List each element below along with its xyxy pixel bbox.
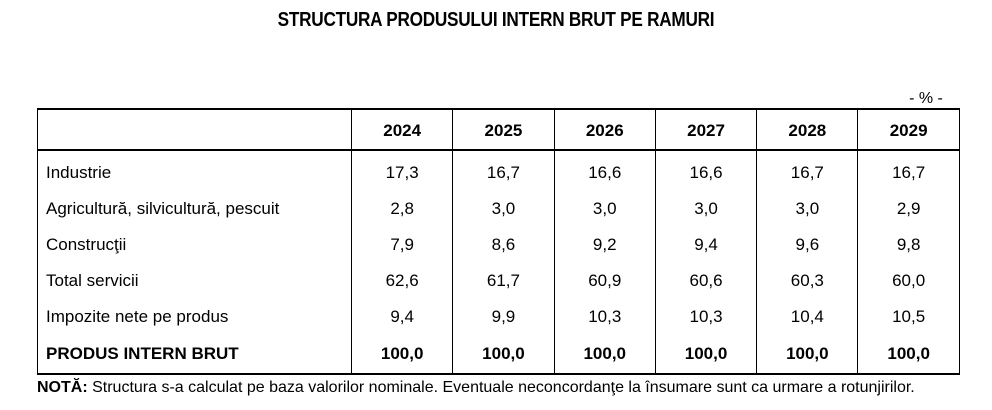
row-label: Construcţii — [37, 227, 352, 263]
table-cell: 9,8 — [857, 227, 960, 263]
table-cell: 10,5 — [857, 299, 960, 335]
table-row: Construcţii 7,9 8,6 9,2 9,4 9,6 9,8 — [37, 227, 960, 263]
table-cell: 3,0 — [553, 191, 656, 227]
footnote: NOTĂ: Structura s-a calculat pe baza val… — [37, 379, 915, 397]
table-cell: 60,6 — [654, 263, 758, 299]
table-cell: 8,6 — [452, 227, 555, 263]
gdp-structure-table: 2024 2025 2026 2027 2028 2029 Industrie … — [37, 108, 960, 375]
table-cell: 16,6 — [553, 150, 656, 191]
page-title: STRUCTURA PRODUSULUI INTERN BRUT PE RAMU… — [277, 9, 715, 31]
table-cell: 9,2 — [553, 227, 656, 263]
total-cell: 100,0 — [452, 335, 555, 375]
table-cell: 10,3 — [654, 299, 758, 335]
total-cell: 100,0 — [857, 335, 960, 375]
table-cell: 16,7 — [857, 150, 960, 191]
table-cell: 9,9 — [452, 299, 555, 335]
table-cell: 3,0 — [452, 191, 555, 227]
footnote-heading: NOTĂ: — [37, 379, 88, 396]
table-cell: 3,0 — [756, 191, 859, 227]
table-cell: 9,6 — [756, 227, 859, 263]
table-cell: 7,9 — [350, 227, 454, 263]
row-label: Impozite nete pe produs — [37, 299, 352, 335]
table-row: Total servicii 62,6 61,7 60,9 60,6 60,3 … — [37, 263, 960, 299]
total-row: PRODUS INTERN BRUT 100,0 100,0 100,0 100… — [37, 335, 960, 375]
table-row: Agricultură, silvicultură, pescuit 2,8 3… — [37, 191, 960, 227]
table-cell: 9,4 — [654, 227, 758, 263]
table-cell: 60,3 — [756, 263, 859, 299]
table-cell: 2,8 — [350, 191, 454, 227]
total-cell: 100,0 — [756, 335, 859, 375]
row-label: Agricultură, silvicultură, pescuit — [37, 191, 352, 227]
table-cell: 60,0 — [857, 263, 960, 299]
total-cell: 100,0 — [350, 335, 454, 375]
year-header: 2025 — [452, 108, 555, 151]
year-header: 2028 — [756, 108, 859, 151]
year-header: 2024 — [350, 108, 454, 151]
year-header: 2026 — [553, 108, 656, 151]
table-cell: 16,7 — [452, 150, 555, 191]
row-label: Total servicii — [37, 263, 352, 299]
table-row: Industrie 17,3 16,7 16,6 16,6 16,7 16,7 — [37, 150, 960, 191]
table-cell: 2,9 — [857, 191, 960, 227]
table-cell: 10,3 — [553, 299, 656, 335]
table-cell: 62,6 — [350, 263, 454, 299]
table-row: Impozite nete pe produs 9,4 9,9 10,3 10,… — [37, 299, 960, 335]
year-header: 2029 — [857, 108, 960, 151]
table-cell: 16,6 — [654, 150, 758, 191]
unit-label: - % - — [909, 90, 943, 107]
table-cell: 10,4 — [756, 299, 859, 335]
year-header: 2027 — [654, 108, 758, 151]
table-cell: 9,4 — [350, 299, 454, 335]
total-cell: 100,0 — [553, 335, 656, 375]
total-cell: 100,0 — [654, 335, 758, 375]
row-label: Industrie — [37, 150, 352, 191]
table-cell: 17,3 — [350, 150, 454, 191]
table-cell: 16,7 — [756, 150, 859, 191]
footnote-text: Structura s-a calculat pe baza valorilor… — [87, 379, 915, 396]
header-label-cell — [37, 108, 352, 151]
total-label: PRODUS INTERN BRUT — [37, 335, 352, 375]
table-cell: 3,0 — [654, 191, 758, 227]
table-cell: 61,7 — [452, 263, 555, 299]
header-row: 2024 2025 2026 2027 2028 2029 — [37, 108, 960, 151]
table-cell: 60,9 — [553, 263, 656, 299]
